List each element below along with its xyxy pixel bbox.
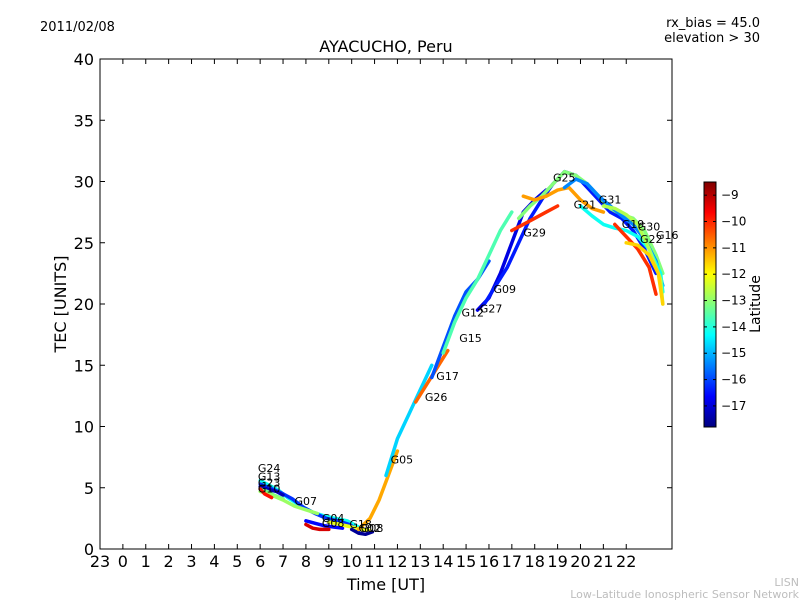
colorbar-label: Latitude (748, 275, 764, 333)
x-tick-label: 5 (232, 552, 242, 571)
x-tick-label: 7 (278, 552, 288, 571)
satellite-label: G02 (359, 522, 382, 535)
satellite-label: G22 (640, 233, 663, 246)
x-tick-label: 1 (141, 552, 151, 571)
y-tick-label: 35 (74, 111, 94, 130)
x-tick-label: 11 (364, 552, 384, 571)
elevation-label: elevation > 30 (664, 31, 760, 46)
satellite-label: G15 (459, 332, 482, 345)
colorbar-tick-label: −9 (721, 188, 739, 202)
satellite-label: G19 (622, 218, 645, 231)
colorbar-tick-label: −14 (721, 320, 746, 334)
satellite-label: G05 (391, 453, 414, 466)
x-tick-label: 22 (616, 552, 636, 571)
x-tick-label: 9 (324, 552, 334, 571)
x-tick-label: 10 (342, 552, 362, 571)
y-tick-label: 15 (74, 356, 94, 375)
satellite-label: G18 (349, 518, 372, 531)
satellite-label: G23 (258, 477, 281, 490)
plot-area (99, 58, 673, 550)
date-label: 2011/02/08 (40, 20, 115, 35)
satellite-label: G07 (295, 495, 318, 508)
satellite-label: G29 (523, 227, 546, 240)
satellite-label: G10 (258, 483, 281, 496)
series-line-24 (624, 241, 665, 306)
colorbar-tick-label: −15 (721, 346, 746, 360)
series-line-6 (304, 519, 345, 530)
x-tick-label: 3 (186, 552, 196, 571)
colorbar: −9 −10 −11 −12 −13 −14 −15 −16 −17 Latitude (703, 181, 764, 428)
series-line-10 (356, 449, 400, 532)
series-line-7 (304, 522, 331, 532)
footer-org: LISN (774, 576, 799, 589)
y-axis-ticks: 0 5 10 15 20 25 30 35 40 (74, 50, 672, 559)
series-line-14 (441, 210, 514, 355)
x-axis-label: Time [UT] (346, 575, 425, 594)
x-tick-label: 23 (90, 552, 110, 571)
x-axis-ticks: 23 0 1 2 3 4 5 6 7 8 9 10 11 12 13 14 15 16 17 18 19 20 21 22 (90, 59, 636, 571)
satellite-label: G12 (462, 306, 485, 319)
x-tick-label: 4 (209, 552, 219, 571)
satellite-label: G04 (322, 512, 345, 525)
chart-title: AYACUCHO, Peru (319, 37, 452, 56)
x-tick-label: 13 (410, 552, 430, 571)
footer-org-full: Low-Latitude Ionospheric Sensor Network (570, 588, 799, 600)
y-tick-label: 25 (74, 234, 94, 253)
colorbar-tick-label: −11 (721, 241, 746, 255)
satellite-label: G31 (599, 194, 622, 207)
series-layer (258, 169, 665, 537)
series-line-4 (258, 489, 320, 516)
series-line-11 (384, 363, 434, 478)
satellite-label: G30 (638, 221, 661, 234)
series-line-23 (613, 222, 658, 296)
colorbar-tick-label: −12 (721, 267, 746, 281)
satellite-label: G25 (553, 172, 576, 185)
series-line-2 (258, 484, 285, 497)
satellite-label: G24 (258, 462, 281, 475)
series-line-5 (258, 487, 274, 500)
y-axis-label: TEC [UNITS] (51, 256, 70, 354)
satellite-label: G21 (574, 198, 597, 211)
series-line-17 (510, 204, 560, 233)
colorbar-tick-label: −16 (721, 373, 746, 387)
x-tick-label: 8 (301, 552, 311, 571)
plot-frame (99, 58, 673, 550)
x-tick-label: 18 (525, 552, 545, 571)
y-tick-label: 0 (84, 540, 94, 559)
colorbar-tick-label: −17 (721, 399, 746, 413)
x-tick-label: 17 (502, 552, 522, 571)
rx-bias-label: rx_bias = 45.0 (666, 16, 760, 31)
x-tick-label: 20 (570, 552, 590, 571)
satellite-label: G17 (436, 370, 459, 383)
colorbar-tick-label: −10 (721, 215, 746, 229)
satellite-label: G09 (494, 283, 517, 296)
y-tick-label: 40 (74, 50, 94, 69)
satellite-label: G08 (322, 517, 345, 530)
y-tick-label: 30 (74, 173, 94, 192)
colorbar-tick-label: −13 (721, 294, 746, 308)
x-tick-label: 19 (547, 552, 567, 571)
x-tick-label: 15 (456, 552, 476, 571)
colorbar-gradient (703, 181, 717, 428)
satellite-label: G13 (258, 470, 281, 483)
y-tick-label: 20 (74, 295, 94, 314)
colorbar-ticks: −9 −10 −11 −12 −13 −14 −15 −16 −17 (704, 188, 746, 413)
satellite-label: G27 (480, 303, 503, 316)
x-tick-label: 0 (118, 552, 128, 571)
x-tick-label: 21 (593, 552, 613, 571)
satellite-label: G26 (425, 391, 448, 404)
satellite-label: G16 (656, 229, 679, 242)
x-tick-label: 6 (255, 552, 265, 571)
x-tick-label: 14 (433, 552, 453, 571)
satellite-label: G08 (361, 522, 384, 535)
y-tick-label: 5 (84, 479, 94, 498)
series-line-9 (349, 527, 375, 537)
series-line-8 (327, 520, 372, 533)
y-tick-label: 10 (74, 418, 94, 437)
x-tick-label: 12 (387, 552, 407, 571)
x-tick-label: 16 (479, 552, 499, 571)
x-tick-label: 2 (164, 552, 174, 571)
